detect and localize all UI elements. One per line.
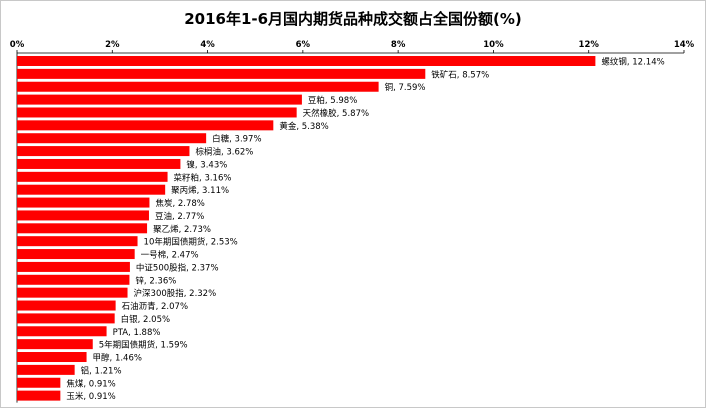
data-label-3: 豆粕, 5.98% [308,95,357,106]
data-label-25: 焦煤, 0.91% [66,378,115,389]
bar-20 [17,313,115,324]
bar-12 [17,210,149,221]
bar-2 [17,81,379,92]
data-label-9: 菜籽粕, 3.16% [174,172,232,183]
bar-9 [17,171,168,182]
bar-6 [17,133,207,144]
bar-23 [17,352,87,363]
bar-10 [17,184,166,195]
bar-26 [17,390,61,401]
bar-17 [17,274,130,285]
bar-25 [17,377,61,388]
data-label-11: 焦炭, 2.78% [155,198,204,209]
x-axis: 0% 2% 4% 6% 8% 10% 12% 14% [10,40,695,403]
bar-22 [17,339,93,350]
bar-8 [17,158,181,169]
data-label-0: 螺纹钢, 12.14% [601,57,664,68]
bar-series [17,56,596,401]
data-label-17: 锌, 2.36% [135,275,176,286]
data-label-24: 铝, 1.21% [81,365,122,376]
data-label-13: 聚乙烯, 2.73% [153,224,211,235]
bar-3 [17,94,302,105]
bar-11 [17,197,150,208]
data-label-12: 豆油, 2.77% [155,211,204,222]
bar-1 [17,68,426,79]
data-label-15: 一号棉, 2.47% [141,250,199,261]
data-label-10: 聚丙烯, 3.11% [171,185,229,196]
bar-13 [17,223,148,234]
data-label-18: 沪深300股指, 2.32% [134,288,217,299]
bar-7 [17,146,190,157]
data-label-5: 黄金, 5.38% [279,121,328,132]
bar-5 [17,120,274,131]
bar-15 [17,249,135,260]
x-tick-label: 14% [674,40,695,50]
bar-16 [17,261,130,272]
x-tick-label: 6% [296,40,311,50]
bar-18 [17,287,128,298]
chart-title: 2016年1-6月国内期货品种成交额占全国份额(%) [184,10,522,28]
bar-0 [17,56,596,66]
bar-19 [17,300,116,311]
data-label-20: 白银, 2.05% [121,314,170,325]
x-tick-label: 4% [200,40,215,50]
data-label-19: 石油沥青, 2.07% [122,301,188,312]
data-label-7: 棕榈油, 3.62% [195,147,253,158]
data-label-14: 10年期国债期货, 2.53% [144,237,238,248]
data-label-6: 白糖, 3.97% [212,134,261,145]
x-tick-label: 10% [483,40,504,50]
x-tick-label: 12% [579,40,600,50]
data-label-2: 铜, 7.59% [385,82,426,93]
bar-14 [17,236,138,247]
data-label-26: 玉米, 0.91% [66,391,115,402]
data-label-4: 天然橡胶, 5.87% [303,108,369,119]
data-label-1: 铁矿石, 8.57% [431,69,489,80]
bar-24 [17,364,75,375]
data-label-22: 5年期国债期货, 1.59% [99,340,188,351]
bar-21 [17,326,107,337]
data-label-23: 甲醇, 1.46% [93,353,142,364]
x-tick-label: 8% [391,40,406,50]
data-labels: 螺纹钢, 12.14% 铁矿石, 8.57% 铜, 7.59% 豆粕, 5.98% 天然… [66,57,664,403]
data-label-8: 镍, 3.43% [186,159,227,170]
x-tick-label: 2% [105,40,120,50]
bar-4 [17,107,297,118]
data-label-16: 中证500股指, 2.37% [136,262,219,273]
x-tick-label: 0% [10,40,25,50]
data-label-21: PTA, 1.88% [113,328,161,338]
